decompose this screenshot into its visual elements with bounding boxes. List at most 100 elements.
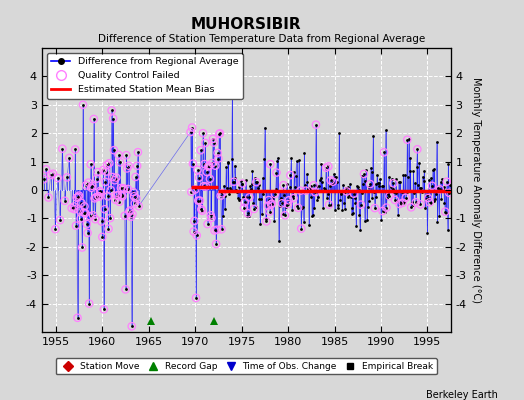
Point	[102, 168, 111, 175]
Text: Berkeley Earth: Berkeley Earth	[426, 390, 498, 400]
Point	[380, 209, 389, 216]
Point	[299, 204, 307, 210]
Point	[366, 181, 374, 187]
Point	[132, 174, 140, 180]
Point	[406, 168, 414, 174]
Point	[378, 208, 387, 214]
Point	[242, 194, 250, 201]
Point	[287, 155, 296, 161]
Point	[380, 149, 388, 156]
Point	[252, 179, 260, 185]
Point	[115, 198, 124, 205]
Point	[47, 172, 55, 178]
Point	[344, 193, 352, 200]
Point	[208, 215, 216, 221]
Point	[219, 213, 227, 219]
Point	[428, 183, 436, 189]
Point	[264, 202, 272, 209]
Point	[261, 216, 270, 222]
Point	[282, 181, 291, 188]
Point	[266, 161, 275, 167]
Point	[232, 187, 241, 194]
Point	[281, 212, 289, 218]
Point	[187, 129, 195, 135]
Point	[286, 172, 294, 178]
Point	[130, 193, 138, 200]
Point	[321, 186, 330, 192]
Point	[77, 200, 85, 206]
Point	[238, 180, 247, 187]
Point	[278, 210, 287, 217]
Point	[293, 203, 301, 210]
Point	[404, 174, 412, 180]
Point	[189, 160, 197, 167]
Point	[265, 208, 274, 215]
Point	[290, 168, 299, 175]
Point	[273, 158, 281, 164]
Point	[292, 173, 300, 179]
Point	[203, 221, 212, 227]
Point	[199, 130, 207, 136]
Point	[132, 174, 140, 180]
Point	[285, 197, 293, 204]
Point	[187, 189, 195, 195]
Point	[80, 210, 88, 216]
Point	[308, 213, 316, 220]
Point	[244, 213, 253, 220]
Point	[134, 149, 142, 155]
Point	[305, 184, 314, 191]
Point	[44, 194, 52, 201]
Point	[412, 199, 420, 206]
Point	[312, 183, 321, 190]
Point	[215, 131, 223, 137]
Point	[289, 195, 298, 201]
Point	[192, 232, 201, 238]
Point	[71, 146, 80, 153]
Point	[122, 286, 130, 293]
Point	[341, 206, 349, 212]
Point	[395, 201, 403, 207]
Point	[403, 136, 411, 143]
Point	[195, 197, 204, 204]
Point	[286, 184, 294, 190]
Point	[385, 193, 394, 199]
Point	[269, 197, 278, 203]
Point	[419, 178, 428, 184]
Point	[262, 218, 270, 225]
Point	[235, 184, 244, 190]
Point	[414, 182, 422, 188]
Point	[245, 194, 254, 200]
Point	[244, 210, 252, 216]
Point	[303, 179, 312, 185]
Point	[126, 207, 134, 214]
Point	[118, 193, 127, 200]
Point	[111, 196, 119, 203]
Point	[434, 184, 442, 191]
Point	[311, 189, 319, 195]
Point	[311, 189, 319, 195]
Point	[94, 193, 103, 199]
Point	[124, 162, 133, 169]
Point	[116, 159, 124, 166]
Title: MUHORSIBIR: MUHORSIBIR	[191, 16, 302, 32]
Point	[378, 208, 387, 214]
Point	[77, 200, 85, 206]
Point	[218, 190, 226, 196]
Point	[391, 197, 399, 203]
Point	[96, 189, 105, 196]
Point	[345, 192, 353, 198]
Point	[272, 170, 281, 176]
Point	[190, 218, 199, 224]
Point	[234, 196, 243, 203]
Point	[425, 177, 433, 183]
Point	[372, 194, 380, 200]
Point	[63, 174, 71, 180]
Point	[268, 200, 276, 207]
Point	[101, 179, 110, 185]
Point	[301, 182, 309, 188]
Point	[355, 212, 364, 218]
Point	[217, 226, 226, 232]
Point	[102, 168, 111, 175]
Point	[389, 180, 398, 186]
Point	[90, 116, 98, 122]
